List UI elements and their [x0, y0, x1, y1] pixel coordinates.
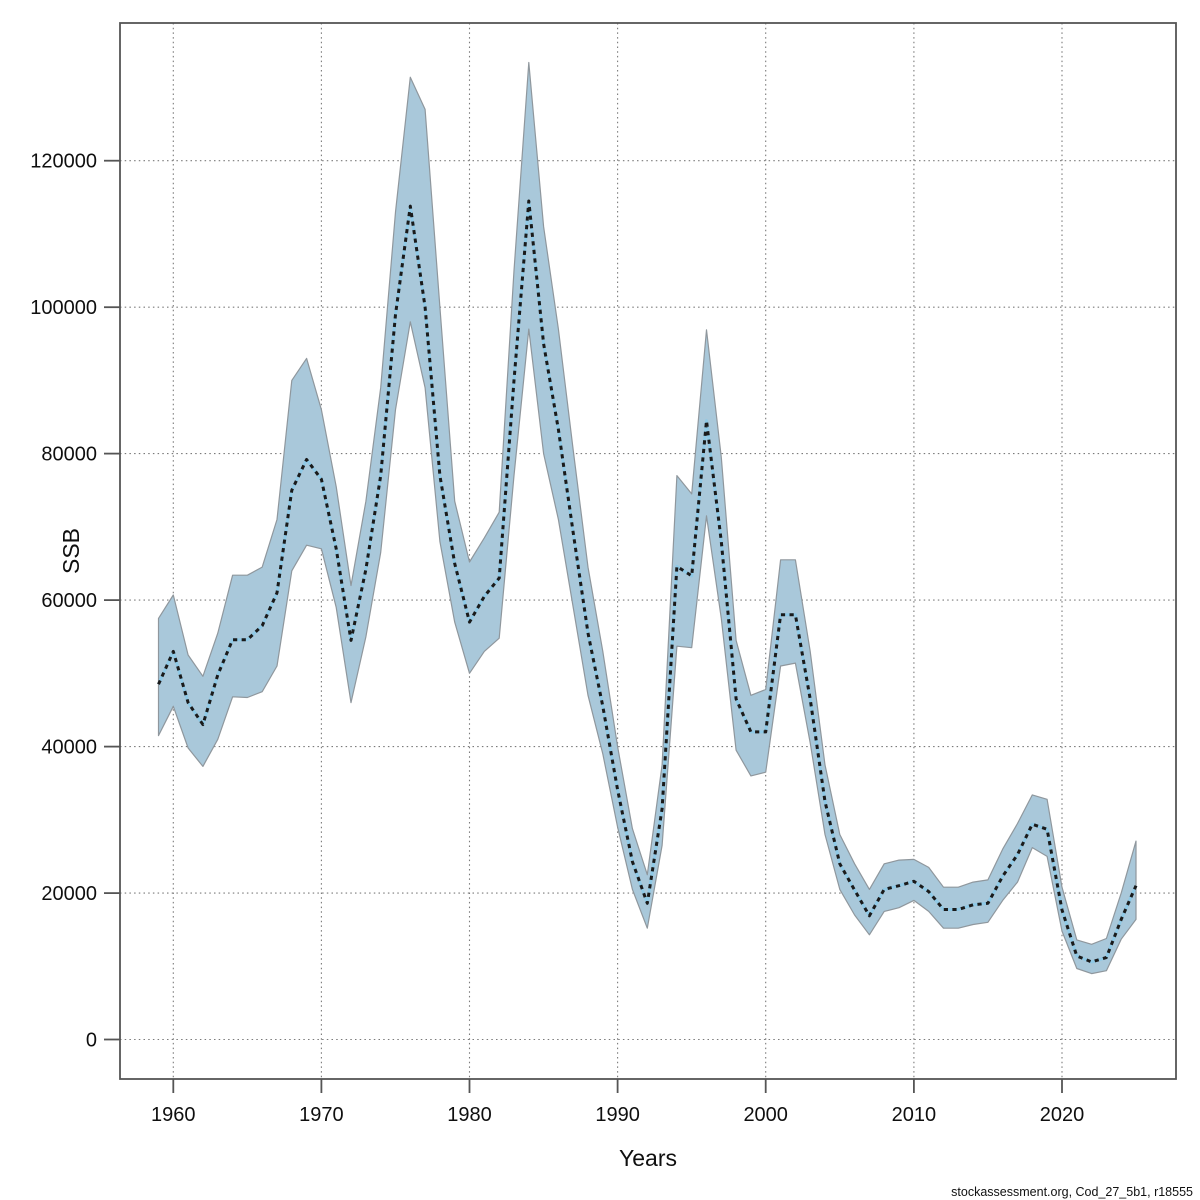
y-tick-label: 80000	[41, 444, 97, 466]
ssb-line-underlay	[157, 199, 1138, 964]
ssb-dotted-line	[157, 199, 1138, 964]
y-tick-label: 40000	[41, 737, 97, 759]
x-tick-label: 1970	[299, 1104, 344, 1126]
y-tick-label: 100000	[30, 297, 97, 319]
confidence-band-layer	[157, 61, 1137, 975]
x-tick-label: 1990	[595, 1104, 640, 1126]
axes-layer: 0 20000 40000 60000 80000 100000 120000 1960 197…	[30, 22, 1177, 1126]
confidence-band	[157, 61, 1137, 975]
y-tick-label: 20000	[41, 883, 97, 905]
x-tick-label: 1980	[447, 1104, 492, 1126]
x-tick-label: 2000	[743, 1104, 788, 1126]
y-tick-label: 60000	[41, 590, 97, 612]
y-tick-label: 120000	[30, 151, 97, 173]
x-tick-label: 2010	[892, 1104, 937, 1126]
footer-note: stockassessment.org, Cod_27_5b1, r18555	[951, 1185, 1193, 1199]
ssb-line-layer	[157, 199, 1138, 964]
y-axis-title: SSB	[58, 528, 84, 574]
plot-frame	[119, 22, 1177, 1080]
x-tick-label: 2020	[1040, 1104, 1085, 1126]
x-tick-label: 1960	[151, 1104, 196, 1126]
y-tick-label: 0	[86, 1030, 97, 1052]
x-axis-title: Years	[619, 1145, 677, 1171]
